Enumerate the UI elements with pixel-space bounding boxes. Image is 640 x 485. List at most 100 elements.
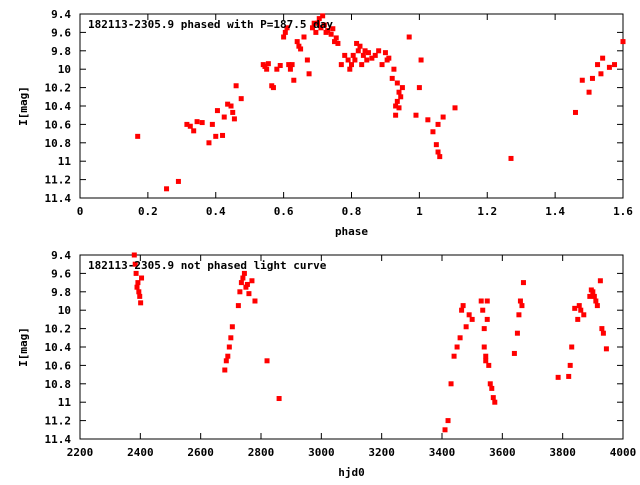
phased-data-point (600, 55, 606, 61)
phased-data-point (230, 109, 236, 115)
unphased-data-point (600, 330, 606, 336)
phased-data-point (282, 29, 288, 35)
phased-data-point (437, 154, 443, 160)
unphased-data-point (241, 270, 247, 276)
unphased-data-point (238, 280, 244, 286)
phased-data-point (213, 133, 219, 139)
phased-data-point (328, 31, 334, 37)
phased-data-point (595, 62, 601, 68)
unphased-data-point (139, 275, 145, 281)
phased-data-point (220, 132, 226, 138)
phased-data-point (365, 50, 371, 56)
phased-y-tick-label: 10 (58, 63, 71, 76)
phased-data-point (396, 105, 402, 111)
phased-data-point (294, 39, 300, 45)
unphased-data-point (591, 293, 597, 299)
phased-data-point (586, 89, 592, 95)
phased-data-point (231, 116, 237, 122)
phased-data-point (262, 63, 268, 69)
phased-data-point (233, 83, 239, 89)
phased-data-point (350, 52, 356, 58)
phased-data-point (321, 22, 327, 28)
phased-data-point (206, 140, 212, 146)
phased-data-point (372, 52, 378, 58)
unphased-data-point (569, 344, 575, 350)
phased-data-point (440, 114, 446, 120)
phased-data-point (364, 57, 370, 63)
unphased-data-point (517, 298, 523, 304)
unphased-data-point (442, 427, 448, 433)
phased-data-point (338, 62, 344, 68)
unphased-data-point (581, 312, 587, 318)
unphased-y-tick-label: 10.4 (45, 341, 72, 354)
unphased-x-tick-label: 3000 (308, 446, 335, 459)
phased-data-point (413, 112, 419, 118)
phased-data-point (311, 20, 317, 26)
unphased-data-point (572, 305, 578, 311)
phased-data-point (369, 55, 375, 61)
phased-x-tick-label: 0.6 (274, 205, 294, 218)
unphased-data-point (264, 358, 270, 364)
unphased-data-point (566, 373, 572, 379)
phased-data-point (320, 13, 326, 19)
phased-data-point (398, 94, 404, 100)
phased-data-point (184, 121, 190, 127)
unphased-data-point (594, 303, 600, 309)
phased-x-tick-label: 0.4 (206, 205, 226, 218)
unphased-data-point (235, 303, 241, 309)
unphased-data-point (575, 316, 581, 322)
phased-data-point (433, 142, 439, 148)
phased-data-point (199, 120, 205, 126)
unphased-data-point (222, 367, 228, 373)
phased-x-tick-label: 1.4 (545, 205, 565, 218)
phased-data-point (430, 129, 436, 135)
phased-data-point (264, 66, 270, 72)
phased-y-tick-label: 11 (58, 155, 72, 168)
phased-data-point (360, 52, 366, 58)
unphased-x-tick-label: 2400 (127, 446, 154, 459)
unphased-data-point (511, 350, 517, 356)
phased-x-tick-label: 0 (77, 205, 84, 218)
phased-data-point (376, 48, 382, 54)
phased-y-tick-label: 10.4 (45, 100, 72, 113)
unphased-data-point (487, 381, 493, 387)
phased-y-axis-label: I[mag] (17, 86, 30, 126)
phased-data-point (620, 39, 626, 45)
phased-data-point (191, 128, 197, 134)
unphased-data-point (132, 261, 138, 267)
phased-data-point (284, 25, 290, 31)
unphased-x-axis-label: hjd0 (338, 466, 365, 479)
phased-data-point (287, 66, 293, 72)
unphased-light-curve-panel: 9.4 9.6 9.8 10 10.2 10.4 10.6 10.8 11 11.2 11.4220… (17, 249, 636, 479)
unphased-data-point (448, 381, 454, 387)
unphased-data-point (597, 278, 603, 284)
unphased-data-point (578, 307, 584, 313)
unphased-y-tick-label: 11.4 (45, 433, 72, 446)
unphased-data-point (480, 307, 486, 313)
unphased-y-tick-label: 9.8 (51, 286, 71, 299)
unphased-y-tick-label: 9.6 (51, 267, 71, 280)
phased-data-point (298, 46, 304, 52)
unphased-data-point (240, 275, 246, 281)
phased-data-point (194, 119, 200, 125)
phased-data-point (393, 112, 399, 118)
phased-data-point (265, 61, 271, 67)
unphased-data-point (243, 284, 249, 290)
phased-data-point (225, 101, 231, 107)
phased-data-point (296, 43, 302, 49)
unphased-x-tick-label: 2600 (187, 446, 214, 459)
unphased-plot-frame (79, 254, 624, 440)
phased-y-tick-label: 10.8 (45, 137, 72, 150)
phased-x-axis-label: phase (335, 225, 368, 238)
phased-data-point (318, 25, 324, 31)
phased-data-point (135, 133, 141, 139)
phased-y-tick-label: 10.2 (45, 82, 72, 95)
phased-data-point (389, 75, 395, 81)
unphased-data-point (229, 324, 235, 330)
unphased-data-point (466, 312, 472, 318)
phased-data-point (281, 34, 287, 40)
unphased-data-point (603, 346, 609, 352)
phased-data-point (394, 98, 400, 104)
unphased-data-point (459, 307, 465, 313)
phased-data-point (277, 63, 283, 69)
